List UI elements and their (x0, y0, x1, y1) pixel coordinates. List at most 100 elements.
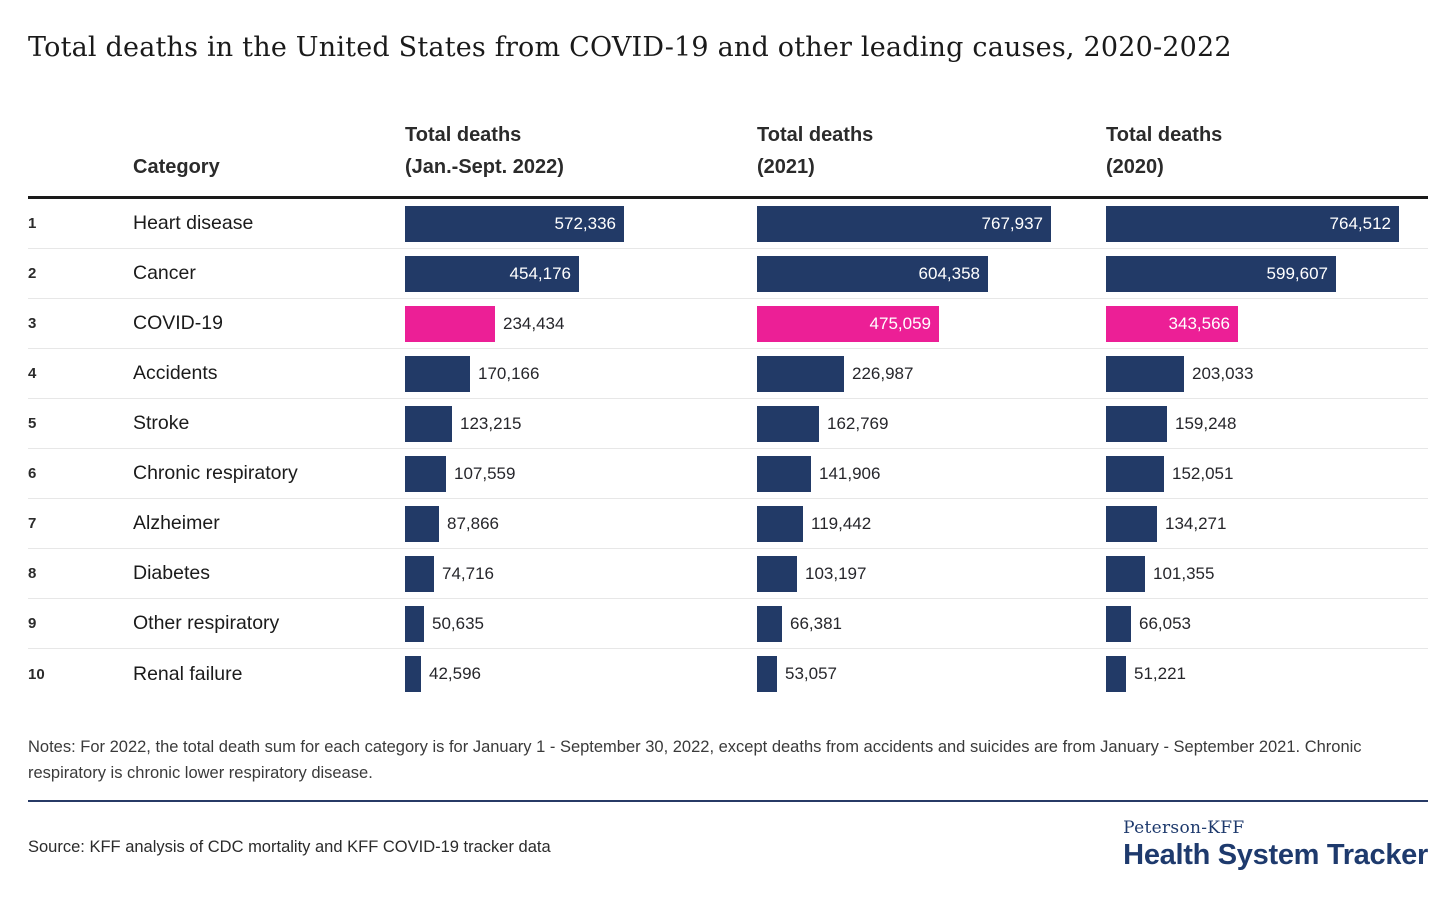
bar-2022 (405, 656, 421, 692)
bar-cell-2021: 767,937 (757, 205, 1106, 242)
bar-value-label: 767,937 (981, 213, 1043, 233)
bar-2021: 767,937 (757, 205, 1051, 242)
bar-2022 (405, 355, 470, 392)
header-2021: Total deaths (2021) (757, 119, 1106, 183)
bar-cell-2020: 152,051 (1106, 455, 1428, 492)
deaths-table: Category Total deaths (Jan.-Sept. 2022) … (28, 119, 1428, 699)
bar-value-label: 134,271 (1165, 513, 1227, 533)
table-row: 7 Alzheimer 87,866 119,442 134,271 (28, 499, 1428, 549)
bar-cell-2021: 475,059 (757, 305, 1106, 342)
bar-value-label: 107,559 (454, 463, 516, 483)
bar-2020 (1106, 355, 1184, 392)
header-2021-line2: (2021) (757, 156, 815, 178)
header-category: Category (133, 156, 220, 178)
bar-2022 (405, 305, 495, 342)
rank-cell: 7 (28, 515, 37, 532)
bar-cell-2020: 159,248 (1106, 405, 1428, 442)
bar-value-label: 87,866 (447, 513, 499, 533)
bar-2021 (757, 405, 819, 442)
bar-cell-2022: 50,635 (405, 605, 757, 642)
bar-cell-2022: 234,434 (405, 305, 757, 342)
bar-value-label: 119,442 (811, 513, 872, 533)
bar-cell-2022: 87,866 (405, 505, 757, 542)
bar-value-label: 50,635 (432, 613, 484, 633)
bar-value-label: 162,769 (827, 413, 889, 433)
bar-cell-2021: 604,358 (757, 255, 1106, 292)
bar-cell-2021: 66,381 (757, 605, 1106, 642)
bar-value-label: 66,053 (1139, 613, 1191, 633)
footer: Source: KFF analysis of CDC mortality an… (28, 818, 1428, 876)
bar-value-label: 572,336 (554, 213, 616, 233)
category-label: Renal failure (133, 662, 243, 685)
category-label: Alzheimer (133, 512, 220, 534)
bar-2022 (405, 555, 434, 592)
rank-cell: 8 (28, 565, 37, 582)
category-label: Diabetes (133, 562, 210, 584)
header-2022: Total deaths (Jan.-Sept. 2022) (405, 119, 757, 183)
bar-2021 (757, 605, 782, 642)
bar-2020 (1106, 656, 1126, 692)
header-2022-line2: (Jan.-Sept. 2022) (405, 156, 564, 178)
bar-value-label: 226,987 (852, 363, 914, 383)
bar-value-label: 234,434 (503, 313, 565, 333)
rank-cell: 3 (28, 315, 37, 332)
bar-cell-2020: 343,566 (1106, 305, 1428, 342)
bar-value-label: 203,033 (1192, 363, 1254, 383)
chart-page: Total deaths in the United States from C… (28, 32, 1428, 876)
bar-value-label: 764,512 (1329, 213, 1391, 233)
brand-logo: Peterson-KFF Health System Tracker (1123, 818, 1428, 876)
table-body: 1 Heart disease 572,336 767,937 764,512 2 Canc… (28, 199, 1428, 699)
chart-title: Total deaths in the United States from C… (28, 32, 1232, 63)
bar-value-label: 152,051 (1172, 463, 1234, 483)
rank-cell: 10 (28, 665, 45, 683)
rank-cell: 6 (28, 465, 37, 482)
bar-2020: 343,566 (1106, 305, 1238, 342)
table-row: 9 Other respiratory 50,635 66,381 66,053 (28, 599, 1428, 649)
bar-value-label: 170,166 (478, 363, 540, 383)
bar-cell-2020: 134,271 (1106, 505, 1428, 542)
bar-cell-2020: 66,053 (1106, 605, 1428, 642)
bar-2022 (405, 605, 424, 642)
bar-2020 (1106, 505, 1157, 542)
bar-cell-2021: 103,197 (757, 555, 1106, 592)
rank-cell: 2 (28, 265, 37, 282)
rank-cell: 9 (28, 615, 37, 632)
bar-2022 (405, 505, 439, 542)
bar-2021 (757, 656, 777, 692)
bar-value-label: 66,381 (790, 613, 842, 633)
bar-2021 (757, 355, 844, 392)
rank-cell: 5 (28, 415, 37, 432)
category-label: Chronic respiratory (133, 462, 298, 484)
table-row: 2 Cancer 454,176 604,358 599,607 (28, 249, 1428, 299)
bar-cell-2022: 74,716 (405, 555, 757, 592)
bar-value-label: 159,248 (1175, 413, 1237, 433)
bar-value-label: 123,215 (460, 413, 522, 433)
category-label: Other respiratory (133, 612, 280, 634)
bar-2020 (1106, 555, 1145, 592)
rank-cell: 1 (28, 215, 37, 232)
bar-value-label: 599,607 (1266, 263, 1328, 283)
brand-peterson-kff: Peterson-KFF (1123, 818, 1245, 839)
bar-cell-2021: 119,442 (757, 505, 1106, 542)
bar-cell-2022: 107,559 (405, 455, 757, 492)
bar-2021 (757, 505, 803, 542)
bar-value-label: 475,059 (869, 313, 931, 333)
brand-health-system-tracker: Health System Tracker (1123, 839, 1428, 872)
bar-cell-2020: 203,033 (1106, 355, 1428, 392)
bar-value-label: 454,176 (509, 263, 571, 283)
bar-cell-2021: 53,057 (757, 656, 1106, 692)
bar-cell-2020: 764,512 (1106, 205, 1428, 242)
bar-cell-2020: 101,355 (1106, 555, 1428, 592)
bar-value-label: 343,566 (1168, 313, 1230, 333)
header-2021-line1: Total deaths (757, 124, 874, 146)
table-row: 10 Renal failure 42,596 53,057 51,221 (28, 649, 1428, 699)
table-row: 8 Diabetes 74,716 103,197 101,355 (28, 549, 1428, 599)
header-2020-line2: (2020) (1106, 156, 1164, 178)
bar-cell-2022: 572,336 (405, 205, 757, 242)
bar-value-label: 604,358 (918, 263, 980, 283)
bar-value-label: 51,221 (1134, 664, 1186, 683)
category-label: COVID-19 (133, 312, 223, 334)
table-row: 1 Heart disease 572,336 767,937 764,512 (28, 199, 1428, 249)
source-text: Source: KFF analysis of CDC mortality an… (28, 837, 551, 856)
bar-cell-2020: 51,221 (1106, 656, 1428, 692)
